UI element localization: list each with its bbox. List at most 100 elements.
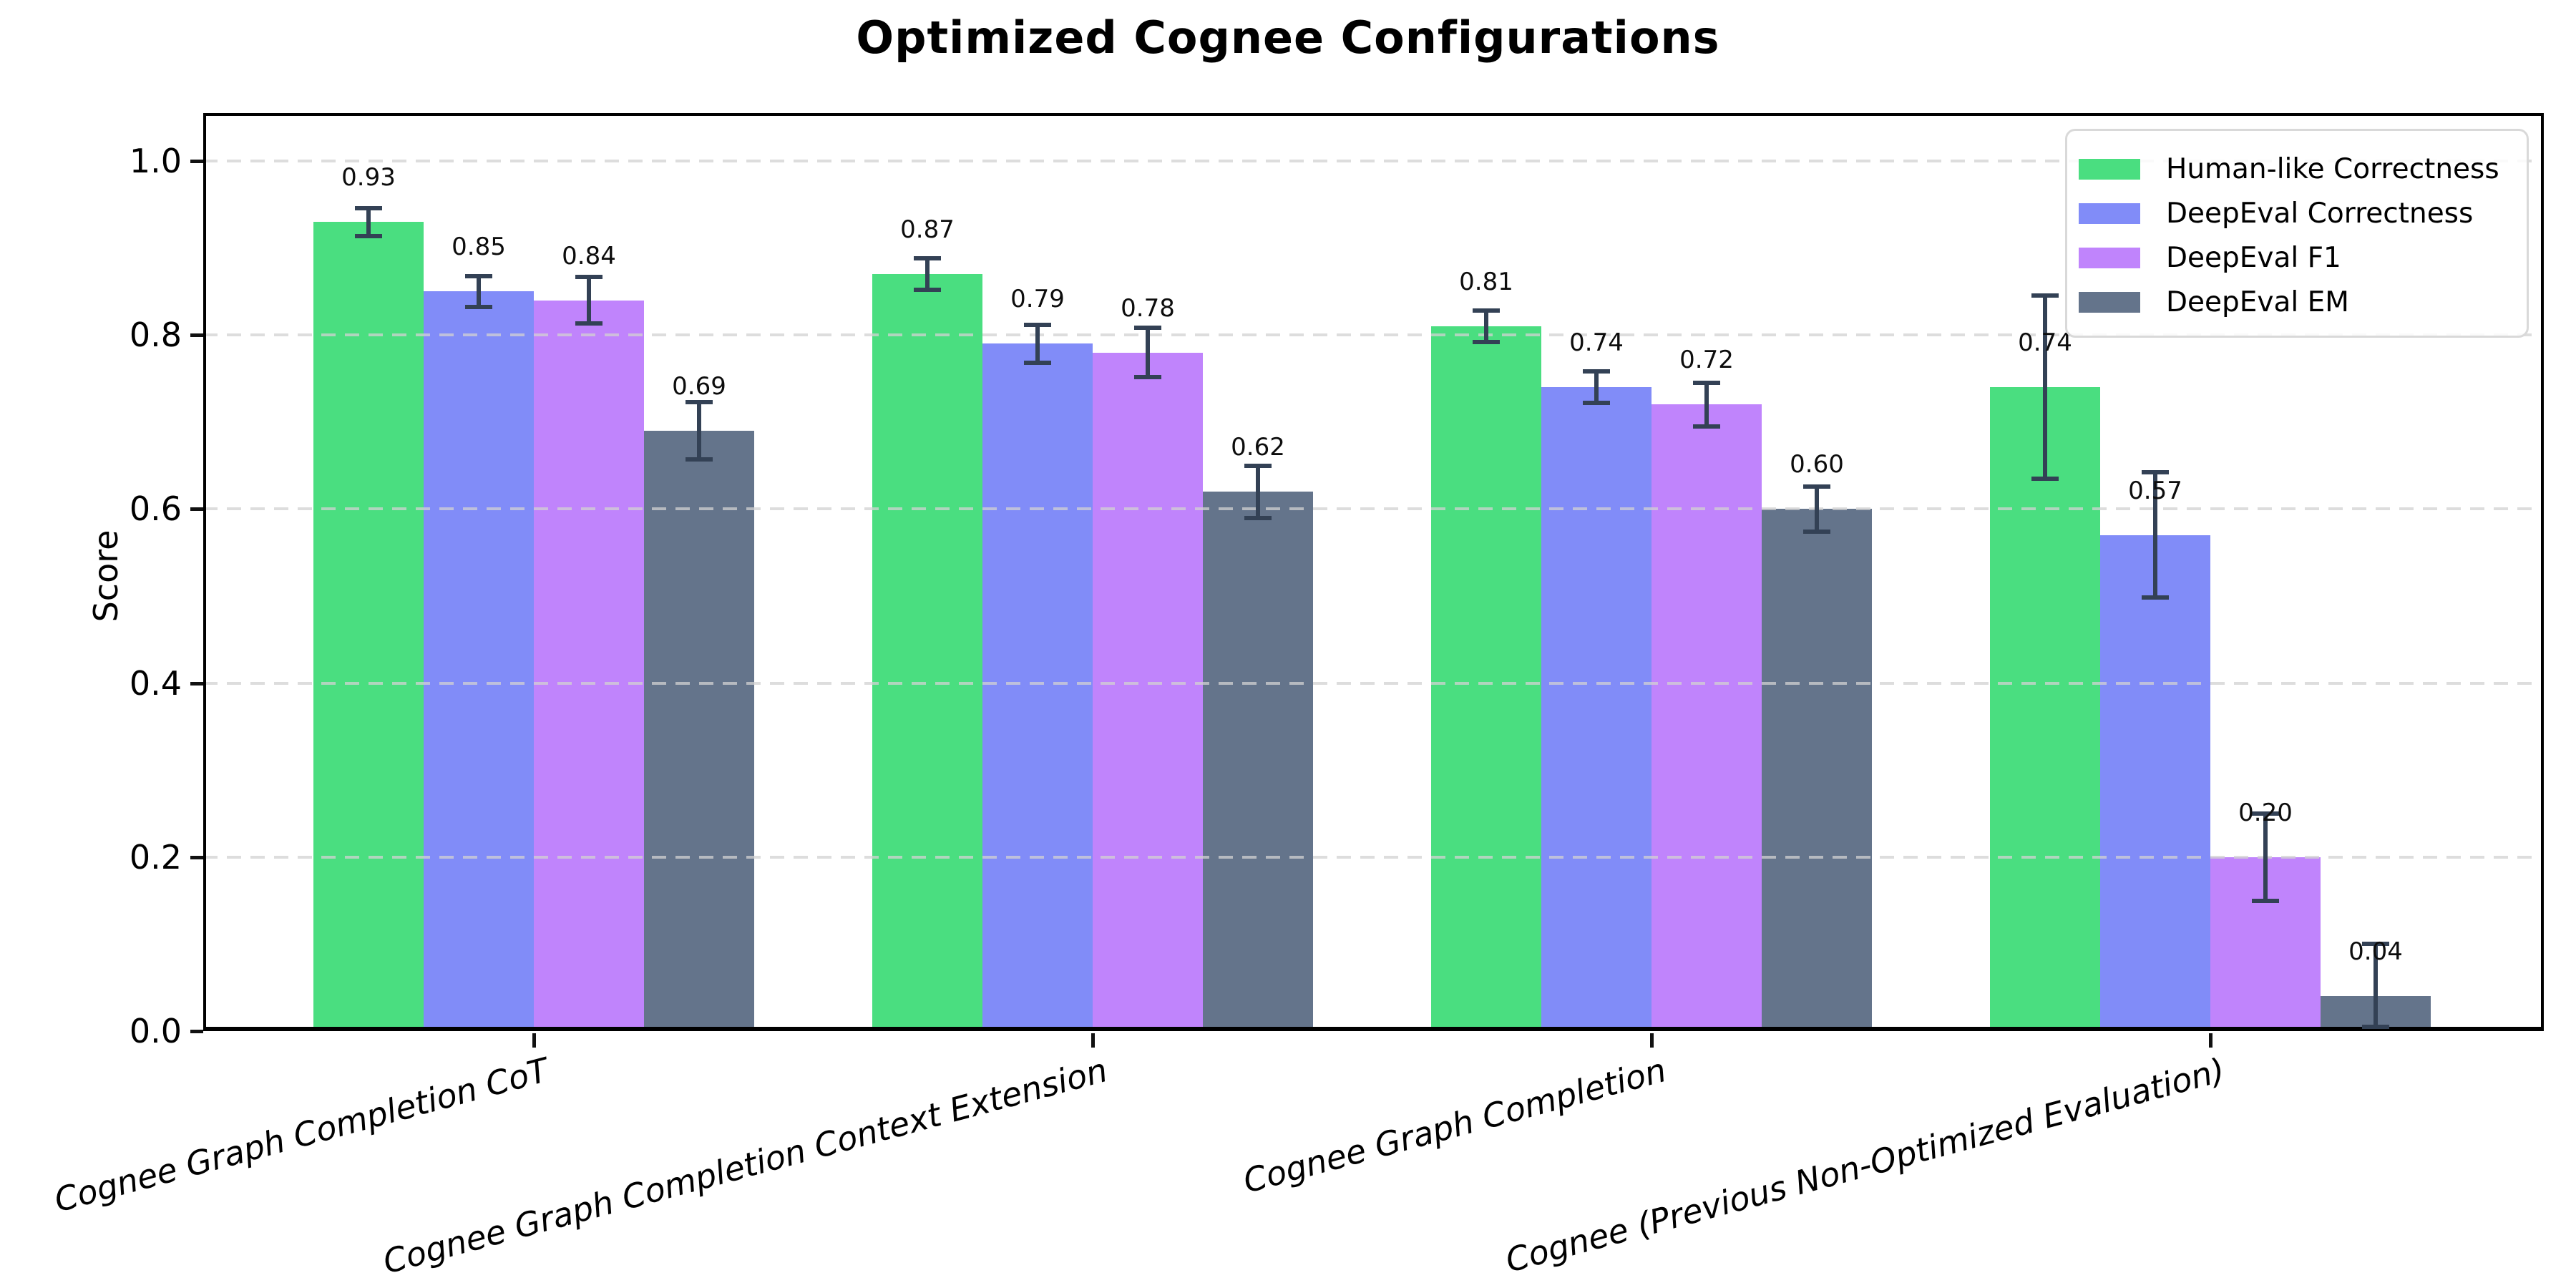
error-bar-line [1256,465,1260,518]
bar-value-label: 0.74 [1569,328,1624,358]
y-tick-mark [190,1030,203,1033]
bar-value-label: 0.85 [452,233,506,262]
error-bar-line [587,276,591,324]
legend-swatch-icon [2079,158,2140,180]
error-bar-cap-top [1583,369,1610,374]
error-bar-line [1035,324,1040,364]
error-bar-cap-bottom [2252,898,2279,903]
bar [1541,387,1652,1031]
legend-swatch-icon [2079,291,2140,313]
y-gridline [203,855,2544,859]
error-bar-cap-bottom [1244,515,1272,520]
error-bar-cap-bottom [686,457,713,462]
error-bar-line [1484,311,1488,342]
error-bar-cap-bottom [1134,374,1161,379]
bar-value-label: 0.04 [2348,937,2403,967]
y-gridline [203,507,2544,511]
error-bar-cap-bottom [1473,339,1500,344]
error-bar-line [2043,296,2047,479]
error-bar-cap-top [1803,484,1830,489]
bar-value-label: 0.62 [1231,433,1285,462]
y-tick-label: 0.2 [129,837,182,877]
y-gridline [203,333,2544,337]
error-bar-line [1704,383,1709,426]
legend-label: DeepEval EM [2166,286,2349,318]
bar [1431,326,1541,1031]
y-tick-label: 0.8 [129,316,182,355]
error-bar-cap-bottom [914,287,941,292]
y-tick-mark [190,855,203,859]
legend-item: Human-like Correctness [2079,147,2505,191]
y-gridline [203,681,2544,685]
y-gridline [203,160,2544,162]
error-bar-cap-top [2142,470,2169,475]
legend-label: DeepEval Correctness [2166,197,2474,230]
error-bar-line [2263,814,2268,901]
y-tick-mark [190,333,203,338]
error-bar-line [925,258,930,290]
error-bar-cap-bottom [1024,361,1051,366]
bar [1203,492,1313,1031]
error-bar-cap-bottom [1803,530,1830,535]
bar-value-label: 0.78 [1121,293,1175,323]
error-bar-cap-bottom [2142,595,2169,600]
legend-item: DeepEval Correctness [2079,191,2505,235]
bar-value-label: 0.69 [672,371,726,401]
legend-label: DeepEval F1 [2166,241,2341,274]
bar [424,291,534,1031]
bar [534,300,644,1031]
legend-item: DeepEval F1 [2079,235,2505,280]
error-bar-cap-bottom [1583,401,1610,406]
error-bar-cap-bottom [2362,1024,2389,1029]
bar [1762,509,1872,1031]
y-tick-label: 0.0 [129,1012,182,1050]
error-bar-cap-bottom [2031,476,2059,481]
error-bar-cap-top [1693,381,1720,386]
legend-item: DeepEval EM [2079,280,2505,324]
error-bar-cap-top [1473,308,1500,313]
x-tick-label: Cognee Graph Completion CoT [50,1050,552,1220]
bar-value-label: 0.57 [2128,476,2182,505]
error-bar-cap-top [2252,811,2279,816]
legend: Human-like Correctness DeepEval Correctne… [2065,129,2529,338]
x-tick-label: Cognee Graph Completion [1239,1050,1670,1201]
error-bar-line [1146,328,1150,377]
y-tick-label: 0.6 [129,489,182,529]
chart-title: Optimized Cognee Configurations [856,11,1720,64]
error-bar-cap-top [575,274,602,279]
y-tick-label: 0.4 [129,663,182,703]
y-tick-mark [190,681,203,686]
error-bar-line [2373,944,2378,1027]
x-tick-mark [2209,1033,2212,1048]
bar [872,274,982,1031]
error-bar-cap-bottom [355,233,382,238]
error-bar-cap-top [1134,326,1161,331]
bar [2100,535,2210,1031]
plot-border [203,113,2544,1031]
bar [1990,387,2100,1031]
x-tick-mark [532,1033,536,1048]
bar-value-label: 0.74 [2018,328,2072,358]
x-tick-mark [1650,1033,1654,1048]
y-tick-mark [190,160,203,163]
error-bar-cap-top [2362,942,2389,947]
error-bar-cap-top [2031,293,2059,298]
x-tick-mark [1091,1033,1095,1048]
legend-label: Human-like Correctness [2166,152,2499,185]
bar [313,222,424,1031]
error-bar-cap-top [914,256,941,261]
error-bar-cap-top [1024,322,1051,327]
bar-value-label: 0.20 [2238,798,2293,827]
error-bar-cap-bottom [575,321,602,326]
error-bar-line [2153,472,2157,598]
y-tick-label: 1.0 [129,142,182,180]
bar-value-label: 0.87 [900,215,955,245]
bar-value-label: 0.93 [341,163,396,192]
bar-value-label: 0.60 [1790,450,1844,479]
error-bar-line [1594,371,1599,404]
error-bar-cap-top [465,273,492,278]
bar-value-label: 0.72 [1679,346,1734,375]
bar-value-label: 0.84 [562,241,616,270]
error-bar-line [366,208,371,236]
